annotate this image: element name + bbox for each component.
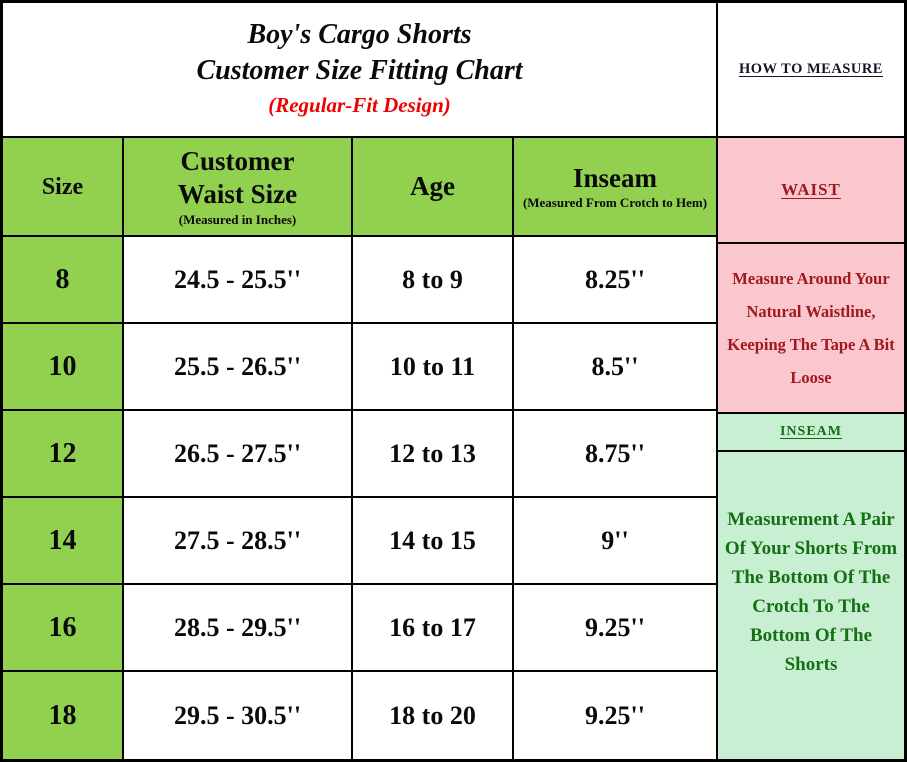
column-header-waist-label: Customer Waist Size: [177, 146, 298, 209]
table-row-age-cell: 12 to 13: [353, 411, 514, 498]
table-row-size-cell: 10: [3, 324, 124, 411]
table-row-age-cell: 18 to 20: [353, 672, 514, 759]
table-row-waist-cell: 28.5 - 29.5'': [124, 585, 353, 672]
size-table: Size Customer Waist Size (Measured in In…: [3, 138, 716, 759]
inseam-section-label: INSEAM: [718, 414, 904, 452]
column-header-inseam-label: Inseam: [572, 162, 657, 193]
table-row-size-cell: 14: [3, 498, 124, 585]
table-row-size-cell: 8: [3, 237, 124, 324]
table-row-inseam-cell: 9'': [514, 498, 716, 585]
table-row-inseam-cell: 8.25'': [514, 237, 716, 324]
inseam-instruction-text: Measurement A Pair Of Your Shorts From T…: [718, 452, 904, 759]
table-row-size-cell: 18: [3, 672, 124, 759]
table-row-age-cell: 16 to 17: [353, 585, 514, 672]
table-row-inseam-cell: 8.75'': [514, 411, 716, 498]
how-to-measure-panel: HOW TO MEASURE WAIST Measure Around Your…: [716, 3, 904, 759]
table-row-inseam-cell: 8.5'': [514, 324, 716, 411]
table-row-waist-cell: 27.5 - 28.5'': [124, 498, 353, 585]
page-subtitle: (Regular-Fit Design): [268, 93, 451, 117]
table-row-age-cell: 8 to 9: [353, 237, 514, 324]
waist-instruction-text: Measure Around Your Natural Waistline, K…: [718, 244, 904, 414]
main-panel: Boy's Cargo Shorts Customer Size Fitting…: [3, 3, 716, 759]
column-header-age: Age: [353, 138, 514, 237]
table-row-age-cell: 10 to 11: [353, 324, 514, 411]
page-title-line2: Customer Size Fitting Chart: [196, 55, 523, 86]
column-header-size-label: Size: [41, 173, 84, 200]
title-block: Boy's Cargo Shorts Customer Size Fitting…: [3, 3, 716, 138]
column-header-inseam: Inseam (Measured From Crotch to Hem): [514, 138, 716, 237]
table-row-waist-cell: 26.5 - 27.5'': [124, 411, 353, 498]
how-to-measure-heading: HOW TO MEASURE: [718, 3, 904, 138]
table-row-inseam-cell: 9.25'': [514, 585, 716, 672]
column-header-inseam-note: (Measured From Crotch to Hem): [522, 194, 708, 210]
column-header-size: Size: [3, 138, 124, 237]
table-row-waist-cell: 29.5 - 30.5'': [124, 672, 353, 759]
column-header-waist: Customer Waist Size (Measured in Inches): [124, 138, 353, 237]
table-row-inseam-cell: 9.25'': [514, 672, 716, 759]
table-row-size-cell: 16: [3, 585, 124, 672]
waist-section-label: WAIST: [718, 138, 904, 244]
table-row-waist-cell: 24.5 - 25.5'': [124, 237, 353, 324]
table-row-size-cell: 12: [3, 411, 124, 498]
table-row-age-cell: 14 to 15: [353, 498, 514, 585]
column-header-waist-note: (Measured in Inches): [178, 212, 297, 227]
table-row-waist-cell: 25.5 - 26.5'': [124, 324, 353, 411]
page-title-line1: Boy's Cargo Shorts: [247, 19, 472, 50]
column-header-age-label: Age: [410, 171, 455, 201]
